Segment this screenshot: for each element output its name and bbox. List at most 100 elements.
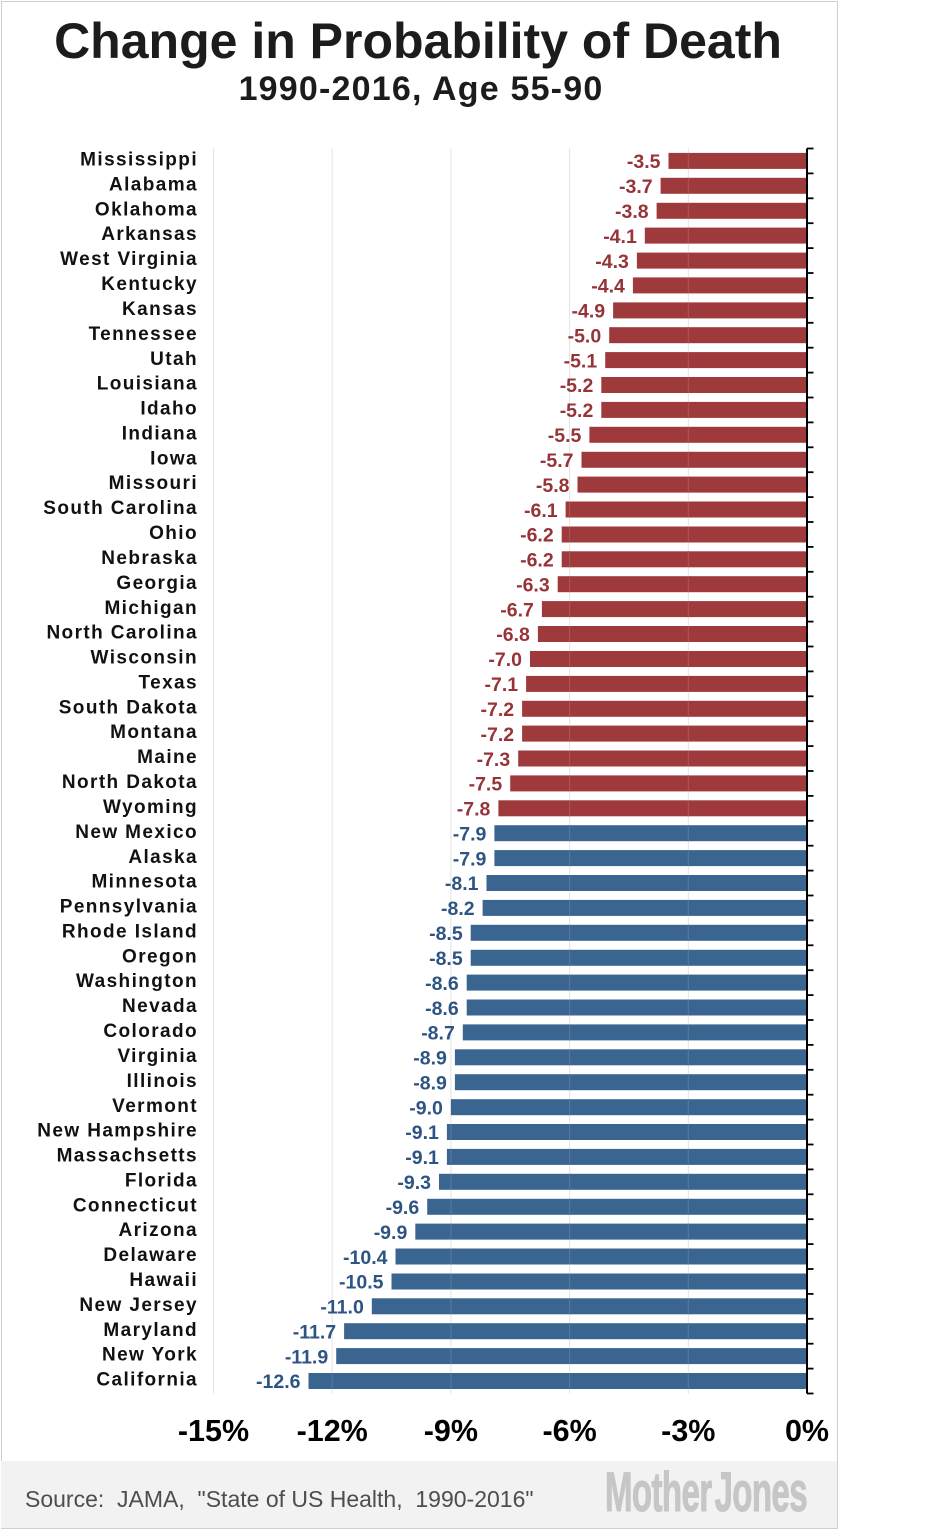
svg-text:-15%: -15% (178, 1414, 249, 1448)
svg-text:-8.9: -8.9 (413, 1073, 447, 1095)
svg-text:-10.4: -10.4 (343, 1247, 388, 1269)
svg-text:-6.3: -6.3 (516, 575, 550, 597)
svg-text:MotherJones: MotherJones (605, 1460, 807, 1523)
svg-text:-8.1: -8.1 (445, 873, 479, 895)
svg-text:Pennsylvania: Pennsylvania (60, 897, 198, 918)
svg-text:Wisconsin: Wisconsin (91, 648, 198, 669)
svg-text:Tennessee: Tennessee (89, 324, 198, 345)
svg-text:-5.0: -5.0 (568, 325, 602, 347)
svg-text:-5.7: -5.7 (540, 450, 574, 472)
svg-text:Nebraska: Nebraska (101, 548, 198, 569)
svg-text:North Dakota: North Dakota (62, 772, 198, 793)
svg-text:-12%: -12% (297, 1414, 368, 1448)
svg-text:-9.9: -9.9 (374, 1222, 408, 1244)
svg-text:Indiana: Indiana (122, 423, 198, 444)
svg-text:Montana: Montana (110, 722, 198, 743)
svg-text:North Carolina: North Carolina (46, 623, 198, 644)
svg-text:-9.6: -9.6 (386, 1197, 420, 1219)
svg-text:Wyoming: Wyoming (103, 797, 198, 818)
svg-text:Oregon: Oregon (122, 946, 198, 967)
svg-text:Nevada: Nevada (122, 996, 198, 1017)
svg-text:Florida: Florida (125, 1170, 198, 1191)
svg-text:Alaska: Alaska (128, 847, 198, 868)
svg-text:-3.7: -3.7 (619, 176, 653, 198)
svg-text:-8.2: -8.2 (441, 898, 475, 920)
svg-text:Delaware: Delaware (103, 1245, 198, 1266)
svg-text:Maine: Maine (137, 747, 198, 768)
svg-text:Arkansas: Arkansas (101, 224, 198, 245)
svg-text:-9.1: -9.1 (405, 1122, 439, 1144)
svg-text:-7.9: -7.9 (453, 824, 487, 846)
svg-text:-10.5: -10.5 (339, 1272, 384, 1294)
svg-text:Arizona: Arizona (119, 1220, 198, 1241)
svg-text:-8.7: -8.7 (421, 1023, 455, 1045)
svg-text:-6.1: -6.1 (524, 500, 558, 522)
svg-text:-7.5: -7.5 (469, 774, 503, 796)
svg-text:0%: 0% (785, 1414, 829, 1448)
svg-text:California: California (96, 1370, 198, 1391)
svg-text:Georgia: Georgia (116, 573, 198, 594)
svg-text:-7.1: -7.1 (484, 674, 518, 696)
svg-text:Illinois: Illinois (127, 1071, 198, 1092)
svg-text:-12.6: -12.6 (256, 1371, 301, 1393)
svg-text:-4.4: -4.4 (591, 276, 625, 298)
svg-text:-8.5: -8.5 (429, 923, 463, 945)
svg-text:-9.3: -9.3 (397, 1172, 431, 1194)
svg-text:Mississippi: Mississippi (80, 150, 198, 171)
svg-text:-4.3: -4.3 (595, 251, 629, 273)
svg-text:Virginia: Virginia (117, 1046, 198, 1067)
svg-text:-9%: -9% (424, 1414, 478, 1448)
svg-text:Minnesota: Minnesota (91, 872, 198, 893)
svg-text:Maryland: Maryland (103, 1320, 198, 1341)
svg-text:-7.3: -7.3 (477, 749, 511, 771)
svg-text:-4.1: -4.1 (603, 226, 637, 248)
svg-text:-6.2: -6.2 (520, 550, 554, 572)
svg-text:-6.8: -6.8 (496, 624, 530, 646)
svg-text:New York: New York (102, 1345, 198, 1366)
svg-text:New Jersey: New Jersey (79, 1295, 198, 1316)
svg-text:-8.6: -8.6 (425, 973, 459, 995)
svg-text:Kansas: Kansas (122, 299, 198, 320)
svg-text:-7.8: -7.8 (457, 799, 491, 821)
svg-text:-3%: -3% (661, 1414, 715, 1448)
svg-text:Idaho: Idaho (140, 399, 198, 420)
svg-text:-7.9: -7.9 (453, 848, 487, 870)
svg-text:Texas: Texas (139, 673, 198, 694)
svg-text:-6.2: -6.2 (520, 525, 554, 547)
svg-text:-6%: -6% (542, 1414, 596, 1448)
svg-text:Connecticut: Connecticut (73, 1195, 198, 1216)
svg-text:-8.5: -8.5 (429, 948, 463, 970)
svg-text:-9.0: -9.0 (409, 1097, 443, 1119)
svg-text:Change in Probability of Death: Change in Probability of Death (54, 13, 782, 69)
svg-text:West Virginia: West Virginia (60, 249, 198, 270)
svg-text:Utah: Utah (150, 349, 198, 370)
svg-text:-4.9: -4.9 (571, 301, 605, 323)
svg-text:Hawaii: Hawaii (129, 1270, 198, 1291)
svg-text:Alabama: Alabama (109, 174, 198, 195)
svg-text:-11.9: -11.9 (285, 1346, 329, 1368)
svg-text:Washington: Washington (76, 971, 198, 992)
svg-text:Kentucky: Kentucky (101, 274, 198, 295)
svg-text:-7.0: -7.0 (488, 649, 522, 671)
svg-text:Michigan: Michigan (104, 598, 198, 619)
svg-text:Ohio: Ohio (149, 523, 198, 544)
svg-text:-3.5: -3.5 (627, 151, 661, 173)
svg-text:-5.5: -5.5 (548, 425, 582, 447)
svg-text:Iowa: Iowa (150, 448, 198, 469)
svg-text:-5.2: -5.2 (560, 375, 594, 397)
svg-text:-7.2: -7.2 (480, 699, 514, 721)
svg-text:South Dakota: South Dakota (59, 697, 198, 718)
svg-text:-11.0: -11.0 (320, 1297, 364, 1319)
svg-text:-8.6: -8.6 (425, 998, 459, 1020)
svg-text:-9.1: -9.1 (405, 1147, 439, 1169)
svg-text:Louisiana: Louisiana (97, 374, 198, 395)
svg-text:-11.7: -11.7 (293, 1322, 336, 1344)
svg-text:New Mexico: New Mexico (75, 822, 198, 843)
svg-text:South Carolina: South Carolina (43, 498, 198, 519)
svg-text:-5.8: -5.8 (536, 475, 570, 497)
svg-text:-8.9: -8.9 (413, 1048, 447, 1070)
svg-text:Massachsetts: Massachsetts (57, 1146, 198, 1167)
svg-text:New Hampshire: New Hampshire (37, 1121, 198, 1142)
svg-text:Missouri: Missouri (109, 473, 198, 494)
svg-text:-5.1: -5.1 (564, 350, 598, 372)
